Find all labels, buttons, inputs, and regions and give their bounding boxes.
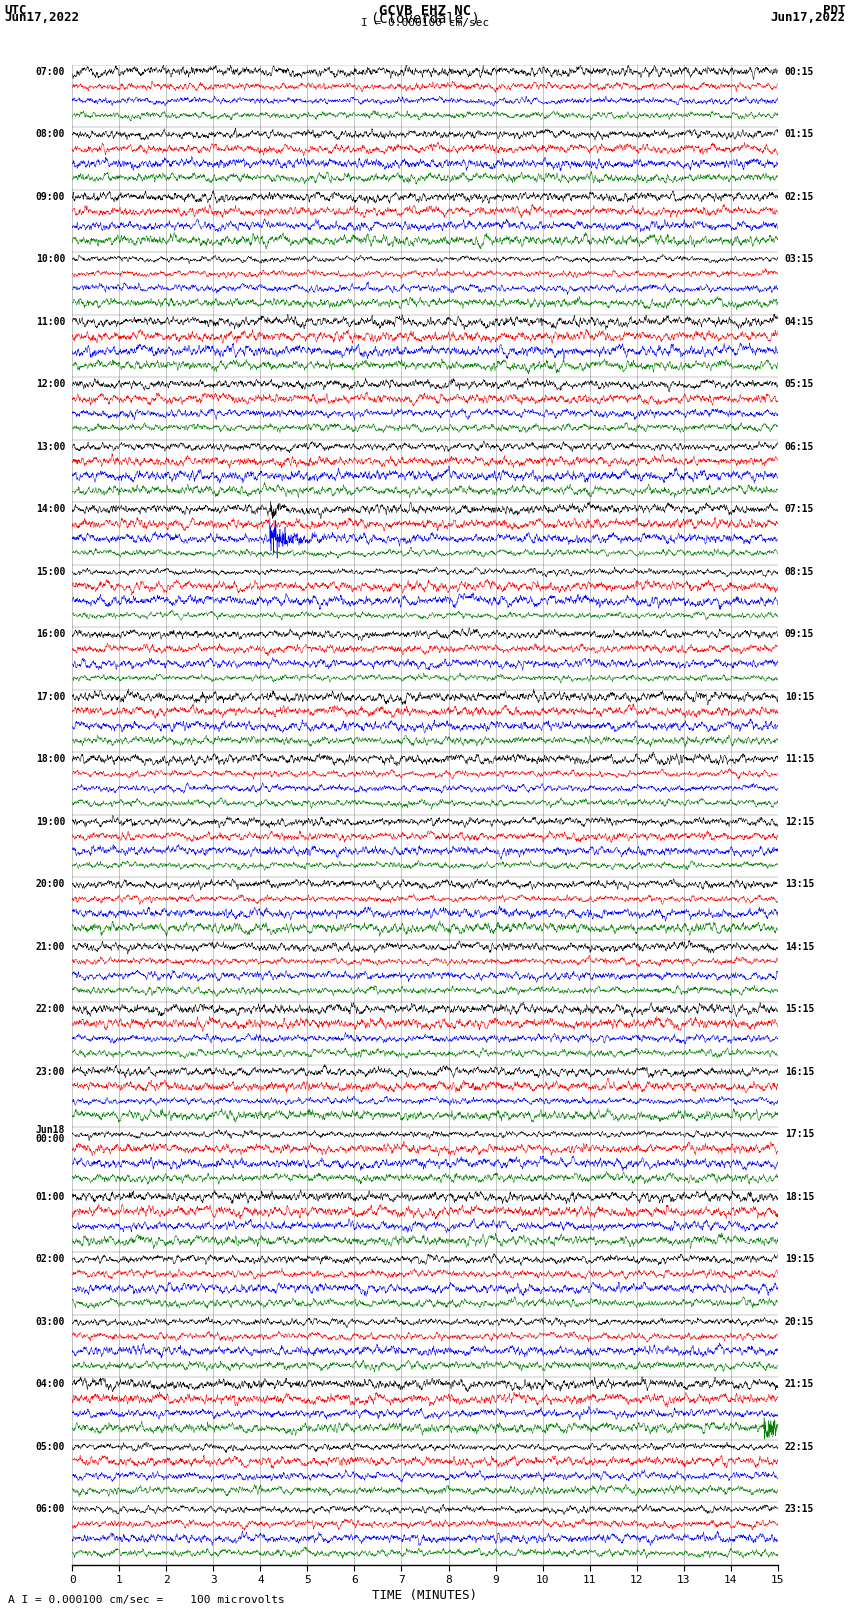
Text: 07:15: 07:15 xyxy=(785,505,814,515)
Text: 19:00: 19:00 xyxy=(36,816,65,827)
Text: 05:00: 05:00 xyxy=(36,1442,65,1452)
Text: 22:00: 22:00 xyxy=(36,1005,65,1015)
Text: GCVB EHZ NC: GCVB EHZ NC xyxy=(379,5,471,18)
Text: 04:15: 04:15 xyxy=(785,316,814,327)
Text: 07:00: 07:00 xyxy=(36,66,65,77)
Text: 04:00: 04:00 xyxy=(36,1379,65,1389)
Text: 17:00: 17:00 xyxy=(36,692,65,702)
Text: 10:15: 10:15 xyxy=(785,692,814,702)
Text: 14:00: 14:00 xyxy=(36,505,65,515)
Text: 05:15: 05:15 xyxy=(785,379,814,389)
Text: 08:15: 08:15 xyxy=(785,566,814,577)
Text: 18:00: 18:00 xyxy=(36,755,65,765)
Text: 01:15: 01:15 xyxy=(785,129,814,139)
Text: PDT: PDT xyxy=(824,5,846,18)
Text: Jun17,2022: Jun17,2022 xyxy=(4,11,79,24)
Text: 23:15: 23:15 xyxy=(785,1505,814,1515)
Text: 00:15: 00:15 xyxy=(785,66,814,77)
Text: 12:15: 12:15 xyxy=(785,816,814,827)
Text: 16:15: 16:15 xyxy=(785,1066,814,1077)
Text: Jun18
00:00: Jun18 00:00 xyxy=(36,1124,65,1144)
Text: 14:15: 14:15 xyxy=(785,942,814,952)
Text: 08:00: 08:00 xyxy=(36,129,65,139)
Text: 01:00: 01:00 xyxy=(36,1192,65,1202)
X-axis label: TIME (MINUTES): TIME (MINUTES) xyxy=(372,1589,478,1602)
Text: 09:15: 09:15 xyxy=(785,629,814,639)
Text: 10:00: 10:00 xyxy=(36,255,65,265)
Text: 11:15: 11:15 xyxy=(785,755,814,765)
Text: 21:00: 21:00 xyxy=(36,942,65,952)
Text: 13:00: 13:00 xyxy=(36,442,65,452)
Text: 22:15: 22:15 xyxy=(785,1442,814,1452)
Text: 12:00: 12:00 xyxy=(36,379,65,389)
Text: Jun17,2022: Jun17,2022 xyxy=(771,11,846,24)
Text: 06:00: 06:00 xyxy=(36,1505,65,1515)
Text: 20:00: 20:00 xyxy=(36,879,65,889)
Text: 23:00: 23:00 xyxy=(36,1066,65,1077)
Text: 03:00: 03:00 xyxy=(36,1316,65,1327)
Text: I = 0.000100 cm/sec: I = 0.000100 cm/sec xyxy=(361,18,489,27)
Text: 02:00: 02:00 xyxy=(36,1255,65,1265)
Text: 16:00: 16:00 xyxy=(36,629,65,639)
Text: 03:15: 03:15 xyxy=(785,255,814,265)
Text: 20:15: 20:15 xyxy=(785,1316,814,1327)
Text: 11:00: 11:00 xyxy=(36,316,65,327)
Text: 06:15: 06:15 xyxy=(785,442,814,452)
Text: 19:15: 19:15 xyxy=(785,1255,814,1265)
Text: 15:00: 15:00 xyxy=(36,566,65,577)
Text: 02:15: 02:15 xyxy=(785,192,814,202)
Text: UTC: UTC xyxy=(4,5,26,18)
Text: A I = 0.000100 cm/sec =    100 microvolts: A I = 0.000100 cm/sec = 100 microvolts xyxy=(8,1595,286,1605)
Text: 21:15: 21:15 xyxy=(785,1379,814,1389)
Text: 09:00: 09:00 xyxy=(36,192,65,202)
Text: 17:15: 17:15 xyxy=(785,1129,814,1139)
Text: (Cloverdale ): (Cloverdale ) xyxy=(371,11,479,26)
Text: 15:15: 15:15 xyxy=(785,1005,814,1015)
Text: 18:15: 18:15 xyxy=(785,1192,814,1202)
Text: 13:15: 13:15 xyxy=(785,879,814,889)
